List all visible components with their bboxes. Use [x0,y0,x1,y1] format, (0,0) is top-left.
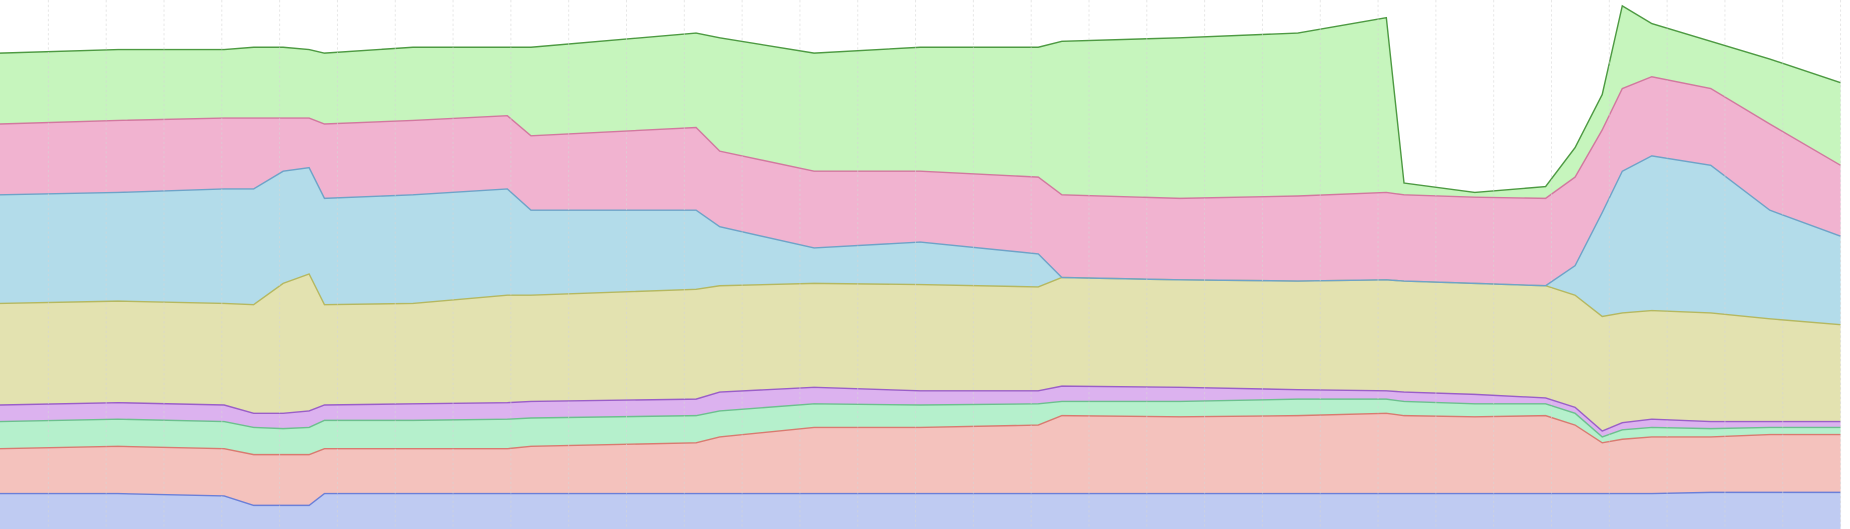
area [0,5,1841,199]
area [0,492,1841,529]
area-edge [0,273,1841,326]
area-edge [0,385,1841,432]
area [0,273,1841,431]
area [0,155,1841,325]
areas [0,5,1841,529]
edges [0,4,1841,507]
area-edge [0,4,1841,194]
grid [47,0,1842,529]
area [0,413,1841,506]
area-edge [0,76,1841,200]
area [0,76,1841,286]
